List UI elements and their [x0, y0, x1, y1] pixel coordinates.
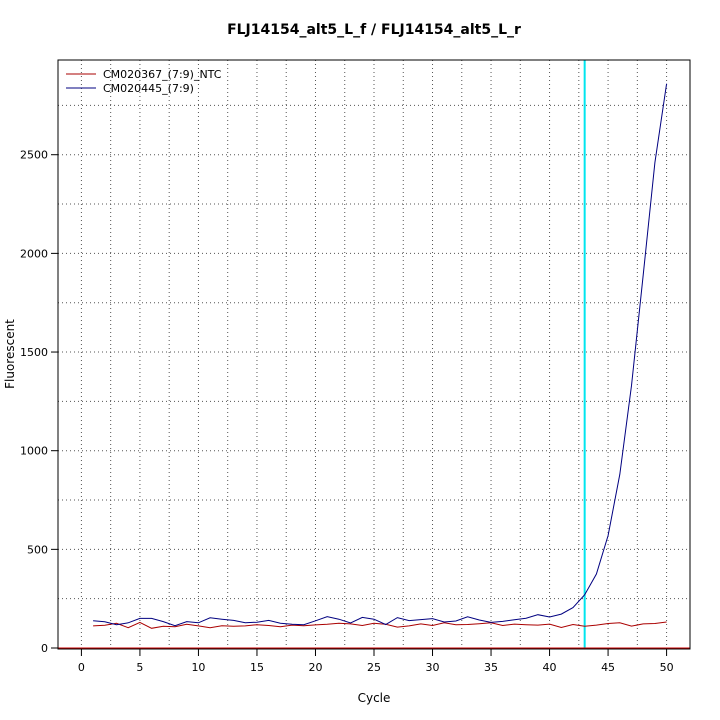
x-tick-label: 0 — [78, 661, 85, 674]
y-tick-label: 2000 — [20, 247, 48, 260]
x-axis-label: Cycle — [358, 691, 391, 705]
y-tick-label: 500 — [27, 543, 48, 556]
series-lines — [93, 83, 668, 629]
legend-label: CM020367_(7:9)_NTC — [103, 68, 222, 81]
x-tick-label: 10 — [191, 661, 205, 674]
grid-lines — [58, 60, 690, 649]
chart-title: FLJ14154_alt5_L_f / FLJ14154_alt5_L_r — [227, 22, 521, 38]
y-tick-label: 0 — [41, 642, 48, 655]
series-line-2 — [93, 83, 668, 627]
series-line-1 — [93, 621, 667, 629]
x-tick-label: 50 — [660, 661, 674, 674]
y-axis-label: Fluorescent — [3, 319, 17, 389]
x-axis: 0 5 10 15 20 25 30 35 40 45 50 — [78, 649, 674, 674]
x-tick-label: 25 — [367, 661, 381, 674]
y-tick-label: 1000 — [20, 445, 48, 458]
x-tick-label: 45 — [601, 661, 615, 674]
y-axis: 0 500 1000 1500 2000 2500 — [20, 149, 58, 655]
y-tick-label: 1500 — [20, 346, 48, 359]
x-tick-label: 20 — [308, 661, 322, 674]
x-tick-label: 15 — [250, 661, 264, 674]
x-tick-label: 40 — [543, 661, 557, 674]
x-tick-label: 5 — [136, 661, 143, 674]
x-tick-label: 30 — [426, 661, 440, 674]
x-tick-label: 35 — [484, 661, 498, 674]
y-tick-label: 2500 — [20, 149, 48, 162]
legend-label: CM020445_(7:9) — [103, 82, 194, 95]
